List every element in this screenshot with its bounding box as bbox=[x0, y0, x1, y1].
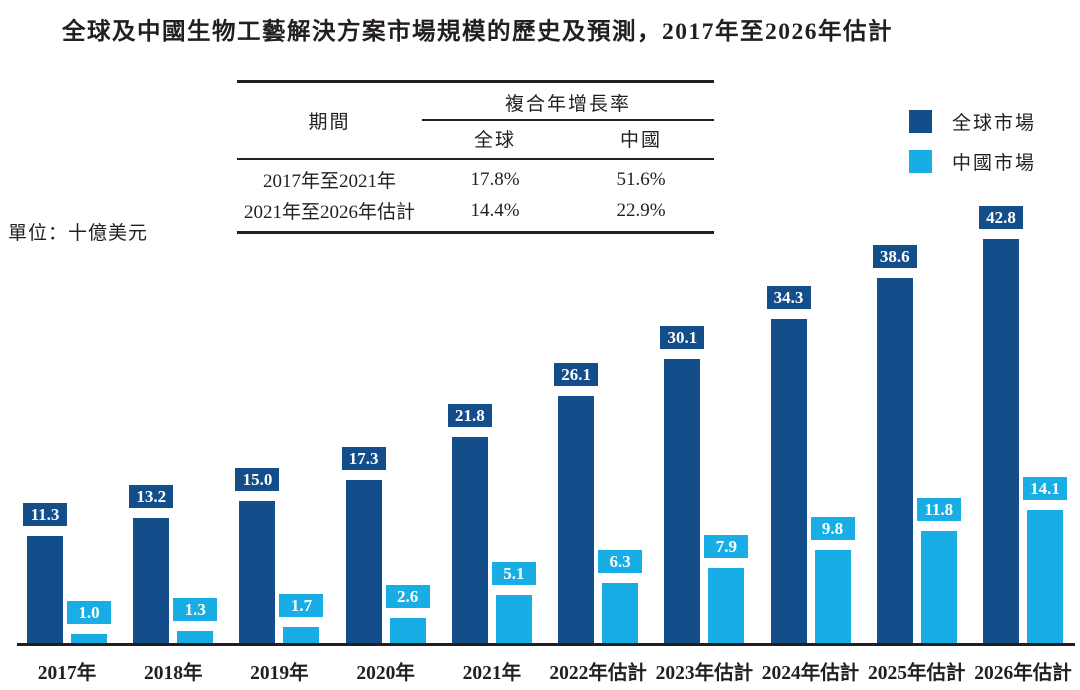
bar-group: 13.2 1.3 bbox=[129, 180, 218, 643]
period-cell: 2017年至2021年 bbox=[262, 171, 396, 192]
china-bar bbox=[1026, 510, 1063, 643]
global-value-label: 34.3 bbox=[766, 286, 811, 309]
x-axis-label: 2021年 bbox=[462, 663, 522, 684]
china-value-label: 2.6 bbox=[385, 585, 430, 608]
x-axis-label: 2018年 bbox=[143, 663, 203, 684]
global-bar bbox=[345, 480, 382, 643]
cagr-table: 期間 複合年增長率 全球 中國 2017年至2021年 17.8% 51.6% … bbox=[237, 80, 714, 234]
legend-label: 全球市場 bbox=[952, 113, 1037, 134]
global-value-label: 13.2 bbox=[129, 485, 174, 508]
china-cagr-cell: 22.9% bbox=[616, 199, 666, 221]
china-value-label: 14.1 bbox=[1022, 477, 1067, 500]
china-column-header: 中國 bbox=[619, 130, 662, 151]
global-bar bbox=[451, 437, 488, 643]
x-axis-label: 2024年估計 bbox=[761, 663, 860, 684]
legend-item-global: 全球市場 bbox=[909, 110, 1037, 134]
chart-legend: 全球市場 中國市場 bbox=[909, 110, 1036, 190]
china-value-label: 1.0 bbox=[67, 601, 111, 624]
table-row: 2021年至2026年估計 14.4% 22.9% bbox=[237, 195, 714, 226]
global-bar bbox=[27, 536, 63, 643]
x-axis-label: 2017年 bbox=[37, 663, 97, 684]
global-column-header: 全球 bbox=[473, 130, 516, 151]
china-value-label: 9.8 bbox=[810, 517, 855, 540]
bar-group: 30.1 7.9 bbox=[660, 180, 749, 643]
global-market-swatch bbox=[909, 110, 932, 133]
legend-item-china: 中國市場 bbox=[909, 150, 1037, 174]
china-bar bbox=[71, 634, 107, 643]
page-title: 全球及中國生物工藝解決方案市場規模的歷史及預測，2017年至2026年估計 bbox=[62, 19, 893, 45]
x-axis-labels: 2017年 2018年 2019年 2020年 2021年 2022年估計 2023年估計 2… bbox=[27, 656, 1072, 685]
global-bar bbox=[558, 396, 595, 643]
china-bar bbox=[814, 550, 851, 643]
bar-group: 15.0 1.7 bbox=[235, 180, 324, 643]
china-bar bbox=[495, 595, 532, 643]
x-axis-label: 2019年 bbox=[250, 663, 309, 684]
global-cagr-cell: 17.8% bbox=[470, 168, 520, 190]
china-value-label: 7.9 bbox=[704, 535, 749, 558]
bar-chart: 11.3 1.0 13.2 1.3 15.0 1.7 17.3 2.6 21.8 5.1 26.1 6… bbox=[23, 180, 1067, 643]
x-axis-label: 2022年估計 bbox=[549, 663, 647, 684]
x-axis-label: 2023年估計 bbox=[655, 663, 754, 684]
global-bar bbox=[982, 239, 1019, 643]
global-value-label: 17.3 bbox=[341, 447, 386, 470]
x-axis-line bbox=[17, 643, 1075, 646]
china-value-label: 11.8 bbox=[916, 498, 961, 521]
global-value-label: 42.8 bbox=[978, 206, 1023, 229]
global-value-label: 11.3 bbox=[23, 503, 67, 526]
china-value-label: 5.1 bbox=[491, 562, 536, 585]
bar-group: 21.8 5.1 bbox=[447, 180, 536, 643]
x-axis-label: 2025年估計 bbox=[868, 663, 966, 684]
china-value-label: 6.3 bbox=[598, 550, 643, 573]
bar-group: 11.3 1.0 bbox=[23, 180, 111, 643]
china-value-label: 1.3 bbox=[173, 598, 218, 621]
cagr-table-header: 期間 複合年增長率 全球 中國 bbox=[237, 83, 714, 160]
table-row: 2017年至2021年 17.8% 51.6% bbox=[237, 164, 714, 195]
global-bar bbox=[239, 501, 276, 643]
global-bar bbox=[133, 518, 170, 643]
china-value-label: 1.7 bbox=[279, 594, 324, 617]
global-cagr-cell: 14.4% bbox=[470, 199, 520, 221]
period-column-header: 期間 bbox=[308, 112, 351, 133]
global-value-label: 38.6 bbox=[872, 245, 917, 268]
global-value-label: 30.1 bbox=[660, 326, 705, 349]
china-bar bbox=[920, 531, 957, 643]
china-bar bbox=[708, 568, 745, 643]
global-value-label: 26.1 bbox=[554, 363, 599, 386]
china-bar bbox=[602, 583, 639, 643]
china-bar bbox=[283, 627, 320, 643]
china-bar bbox=[389, 618, 426, 643]
cagr-column-group-header: 複合年增長率 bbox=[422, 83, 714, 121]
global-bar bbox=[664, 359, 701, 643]
global-bar bbox=[770, 319, 807, 643]
unit-label: 單位：十億美元 bbox=[8, 223, 149, 244]
x-axis-label: 2020年 bbox=[356, 663, 415, 684]
bar-group: 42.8 14.1 bbox=[978, 180, 1067, 643]
global-bar bbox=[876, 278, 913, 643]
x-axis-label: 2026年估計 bbox=[974, 663, 1072, 684]
legend-label: 中國市場 bbox=[952, 153, 1037, 174]
china-cagr-cell: 51.6% bbox=[616, 168, 666, 190]
china-market-swatch bbox=[909, 150, 932, 173]
china-bar bbox=[177, 631, 214, 643]
global-value-label: 21.8 bbox=[447, 404, 492, 427]
bar-group: 34.3 9.8 bbox=[766, 180, 855, 643]
period-cell: 2021年至2026年估計 bbox=[243, 202, 415, 223]
bar-group: 26.1 6.3 bbox=[554, 180, 643, 643]
bar-group: 17.3 2.6 bbox=[341, 180, 430, 643]
global-value-label: 15.0 bbox=[235, 468, 280, 491]
bar-group: 38.6 11.8 bbox=[872, 180, 961, 643]
cagr-table-body: 2017年至2021年 17.8% 51.6% 2021年至2026年估計 14… bbox=[237, 160, 714, 231]
